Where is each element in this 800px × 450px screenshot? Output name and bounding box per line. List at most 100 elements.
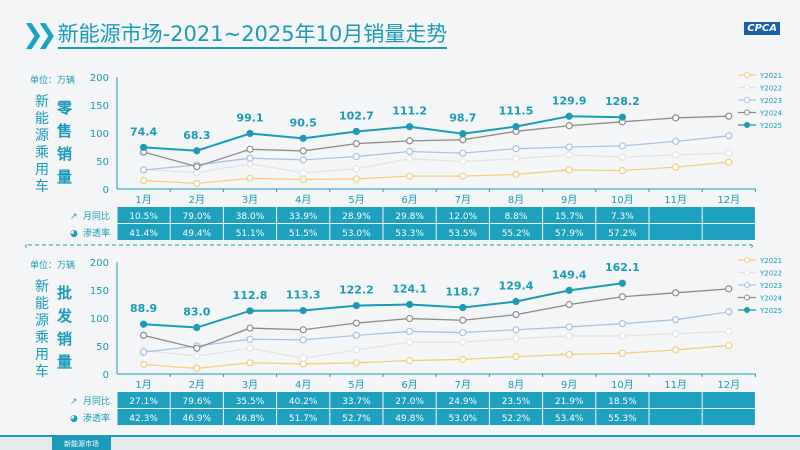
data-label: 99.1	[236, 112, 263, 125]
legend-label: Y2022	[759, 270, 782, 278]
data-point-Y2025	[246, 129, 254, 138]
table-cell-value: 51.5%	[289, 229, 318, 239]
data-point-Y2021	[406, 172, 414, 180]
table-cell	[277, 207, 330, 223]
data-point-Y2023	[352, 331, 360, 339]
data-point-Y2023	[406, 147, 414, 156]
tab-new-energy-market[interactable]: 新能源市场	[52, 437, 111, 450]
table-cell	[596, 224, 649, 240]
data-point-Y2025	[618, 113, 627, 121]
table-cell	[436, 409, 489, 425]
data-point-Y2022	[618, 153, 627, 161]
table-icon-line-chart-icon: ↗	[70, 397, 78, 407]
data-point-Y2025	[140, 320, 148, 328]
series-line-Y2023	[143, 135, 729, 171]
data-point-Y2023	[512, 326, 520, 334]
data-point-Y2025	[512, 122, 520, 131]
data-point-Y2023	[352, 152, 360, 161]
x-tick-label: 9月	[561, 379, 577, 391]
table-row-label: 月同比	[83, 210, 110, 222]
table-cell	[543, 207, 596, 223]
table-cell	[649, 207, 702, 223]
data-point-Y2022	[459, 338, 467, 346]
data-point-Y2021	[725, 158, 733, 166]
data-point-Y2024	[725, 285, 733, 293]
legend-label: Y2024	[759, 295, 783, 303]
x-tick-label: 8月	[508, 194, 524, 206]
data-point-Y2025	[618, 279, 627, 287]
data-label: 124.1	[392, 283, 427, 296]
data-point-Y2024	[459, 316, 467, 324]
x-tick-label: 9月	[561, 194, 577, 206]
data-point-Y2022	[299, 169, 307, 177]
table-cell	[170, 207, 223, 223]
data-point-Y2022	[406, 338, 414, 346]
data-point-Y2021	[352, 359, 360, 367]
table-cell-value: 79.6%	[183, 397, 212, 407]
data-point-Y2024	[459, 136, 467, 144]
table-cell	[489, 409, 543, 425]
data-point-Y2021	[140, 177, 148, 185]
table-cell-value: 57.2%	[608, 229, 637, 239]
table-cell-value: 15.7%	[555, 212, 584, 222]
table-cell	[277, 224, 330, 240]
table-cell	[223, 224, 277, 240]
data-point-Y2024	[352, 319, 360, 327]
x-tick-label: 3月	[242, 379, 258, 391]
data-point-Y2024	[725, 112, 733, 120]
series-line-Y2024	[143, 288, 729, 349]
series-line-Y2025	[143, 115, 623, 152]
unit-label: 单位：万辆	[30, 74, 75, 86]
table-cell-value: 10.5%	[129, 212, 158, 222]
data-point-Y2022	[565, 332, 573, 340]
data-label: 122.2	[339, 284, 374, 297]
data-label: 102.7	[339, 109, 374, 122]
data-point-Y2022	[193, 352, 201, 360]
x-tick-label: 7月	[455, 194, 471, 206]
table-cell	[596, 392, 649, 408]
data-point-Y2023	[459, 328, 467, 337]
legend-label: Y2023	[759, 97, 782, 105]
data-point-Y2021	[246, 174, 254, 182]
data-point-Y2021	[193, 364, 201, 372]
table-cell	[170, 409, 223, 425]
table-cell-value: 57.9%	[555, 229, 584, 239]
legend-label: Y2025	[759, 307, 782, 315]
data-point-Y2025	[459, 130, 467, 138]
data-point-Y2025	[406, 123, 414, 131]
table-cell-value: 53.4%	[555, 414, 584, 424]
y-tick-label: 200	[90, 258, 109, 269]
series-line-Y2025	[143, 282, 623, 329]
x-tick-label: 4月	[295, 194, 311, 206]
x-tick-label: 6月	[401, 379, 417, 391]
data-point-Y2025	[193, 147, 201, 155]
data-point-Y2021	[140, 360, 148, 369]
table-cell	[649, 409, 702, 425]
data-point-Y2021	[671, 346, 680, 354]
legend-label: Y2021	[759, 72, 782, 80]
data-point-Y2023	[459, 149, 467, 157]
data-point-Y2021	[618, 166, 627, 175]
data-point-Y2024	[618, 293, 627, 301]
legend-marker	[744, 257, 750, 263]
table-row-label: 渗透率	[83, 227, 110, 239]
table-cell-value: 49.8%	[395, 414, 424, 424]
data-point-Y2022	[352, 346, 360, 354]
table-cell-value: 33.9%	[289, 212, 318, 222]
table-cell	[223, 392, 277, 408]
data-label: 68.3	[183, 129, 210, 142]
table-cell	[223, 409, 277, 425]
retail-sales-title: 零售销量	[55, 100, 73, 192]
data-point-Y2022	[512, 155, 520, 163]
data-label: 129.4	[499, 280, 534, 293]
table-cell	[596, 207, 649, 223]
table-cell-value: 33.7%	[342, 397, 371, 407]
table-cell-value: 8.8%	[505, 212, 528, 222]
data-point-Y2022	[565, 151, 573, 159]
data-label: 128.2	[605, 95, 640, 108]
table-cell	[543, 392, 596, 408]
data-point-Y2021	[725, 341, 733, 350]
data-point-Y2024	[406, 137, 414, 145]
data-point-Y2021	[459, 355, 467, 364]
data-point-Y2023	[565, 143, 573, 151]
